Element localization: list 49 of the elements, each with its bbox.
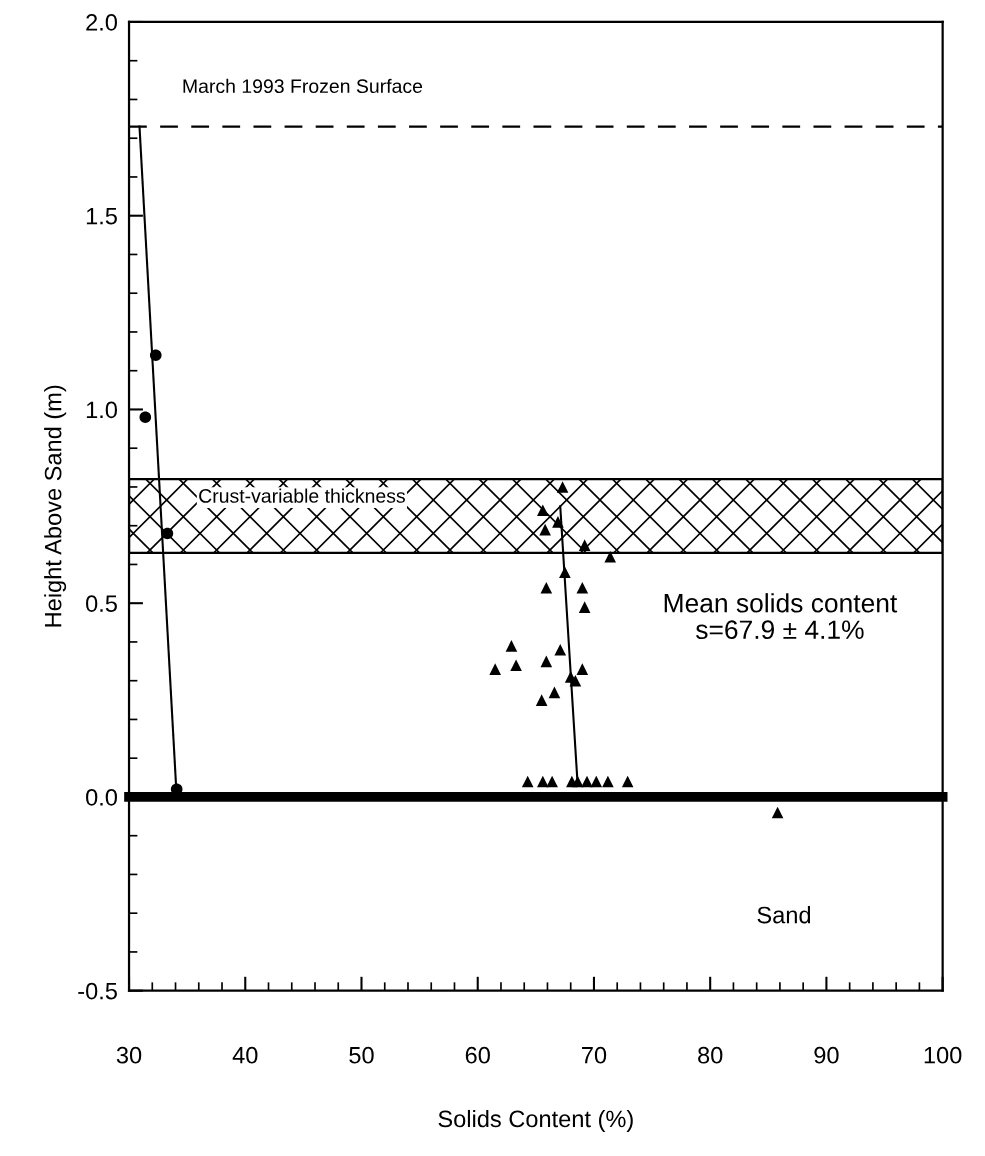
y-tick-label: 0.0 (86, 789, 117, 806)
annotation: Mean solids content s=67.9 ± 4.1% (664, 593, 898, 640)
point (540, 581, 553, 594)
point (604, 550, 617, 563)
point (552, 516, 564, 528)
point (569, 674, 582, 687)
y-axis-title: Height Above Sand (m) (44, 385, 67, 627)
y-tick-label: 0.5 (86, 595, 117, 612)
x-tick-label: 40 (232, 1046, 258, 1064)
point (571, 775, 584, 788)
x-tick-label: 100 (924, 1046, 962, 1064)
point (546, 775, 558, 788)
point (590, 775, 603, 788)
point (578, 539, 591, 551)
point (521, 775, 534, 788)
y-tick-label: 1.5 (86, 208, 117, 225)
point (510, 659, 522, 672)
point (576, 663, 589, 675)
point (535, 694, 548, 706)
point (621, 775, 634, 788)
point (554, 643, 567, 656)
band-label: Crust-variable thickness (199, 488, 405, 503)
x-tick-label: 70 (582, 1046, 607, 1064)
point (537, 504, 549, 517)
point (540, 655, 553, 668)
point (771, 806, 784, 819)
point (537, 775, 549, 788)
point (139, 411, 152, 424)
point (576, 581, 589, 594)
x-tick-label: 60 (465, 1046, 490, 1064)
point (161, 527, 174, 540)
point (559, 566, 571, 579)
point (602, 775, 614, 788)
point (578, 601, 591, 613)
x-tick-label: 90 (814, 1046, 839, 1064)
y-tick-label: 2.0 (86, 14, 117, 31)
point (489, 663, 501, 675)
x-tick-label: 30 (116, 1046, 142, 1064)
point (548, 686, 561, 699)
point (505, 640, 518, 652)
x-tick-label: 50 (349, 1046, 374, 1064)
point (149, 349, 162, 362)
ref-line-label: March 1993 Frozen Surface (183, 78, 423, 94)
point (556, 481, 569, 493)
x-tick-label: 80 (698, 1046, 723, 1064)
annotation: Sand (757, 906, 811, 924)
y-tick-label: -0.5 (78, 982, 117, 1000)
x-axis-title: Solids Content (%) (438, 1109, 633, 1132)
y-tick-label: 1.0 (86, 401, 117, 419)
